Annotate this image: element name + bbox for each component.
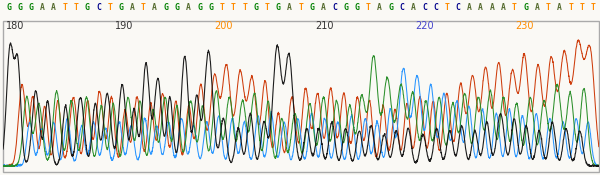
Text: C: C bbox=[433, 3, 438, 12]
Text: G: G bbox=[355, 3, 359, 12]
Text: G: G bbox=[119, 3, 124, 12]
Text: C: C bbox=[332, 3, 337, 12]
Text: 220: 220 bbox=[415, 21, 434, 31]
Text: A: A bbox=[557, 3, 562, 12]
Text: A: A bbox=[490, 3, 494, 12]
Text: 180: 180 bbox=[6, 21, 25, 31]
Text: A: A bbox=[478, 3, 483, 12]
Text: T: T bbox=[512, 3, 517, 12]
Text: G: G bbox=[6, 3, 11, 12]
Text: A: A bbox=[287, 3, 292, 12]
Text: G: G bbox=[85, 3, 90, 12]
Text: G: G bbox=[310, 3, 314, 12]
Text: A: A bbox=[130, 3, 135, 12]
Text: A: A bbox=[186, 3, 191, 12]
Text: C: C bbox=[456, 3, 461, 12]
Text: T: T bbox=[220, 3, 224, 12]
Text: A: A bbox=[377, 3, 382, 12]
Text: 230: 230 bbox=[515, 21, 534, 31]
Text: T: T bbox=[107, 3, 112, 12]
Text: G: G bbox=[29, 3, 34, 12]
Text: G: G bbox=[276, 3, 281, 12]
Text: A: A bbox=[411, 3, 416, 12]
Text: 210: 210 bbox=[315, 21, 334, 31]
Text: T: T bbox=[445, 3, 449, 12]
Text: T: T bbox=[74, 3, 79, 12]
Text: G: G bbox=[164, 3, 169, 12]
Text: C: C bbox=[96, 3, 101, 12]
Text: G: G bbox=[523, 3, 528, 12]
Text: A: A bbox=[535, 3, 539, 12]
Text: G: G bbox=[197, 3, 202, 12]
Text: G: G bbox=[175, 3, 179, 12]
Text: T: T bbox=[242, 3, 247, 12]
Text: T: T bbox=[568, 3, 573, 12]
Text: G: G bbox=[388, 3, 393, 12]
Text: A: A bbox=[51, 3, 56, 12]
Text: A: A bbox=[321, 3, 326, 12]
Text: G: G bbox=[209, 3, 214, 12]
Text: 200: 200 bbox=[215, 21, 233, 31]
Text: T: T bbox=[231, 3, 236, 12]
Text: C: C bbox=[400, 3, 404, 12]
Text: G: G bbox=[17, 3, 22, 12]
Text: C: C bbox=[422, 3, 427, 12]
Text: T: T bbox=[580, 3, 584, 12]
Text: G: G bbox=[253, 3, 259, 12]
Text: G: G bbox=[343, 3, 349, 12]
Text: A: A bbox=[501, 3, 506, 12]
Text: T: T bbox=[591, 3, 596, 12]
Text: T: T bbox=[62, 3, 67, 12]
Text: T: T bbox=[141, 3, 146, 12]
Text: T: T bbox=[366, 3, 371, 12]
Text: T: T bbox=[265, 3, 269, 12]
Text: A: A bbox=[40, 3, 45, 12]
Text: A: A bbox=[152, 3, 157, 12]
Text: 190: 190 bbox=[115, 21, 133, 31]
Text: T: T bbox=[546, 3, 551, 12]
Text: T: T bbox=[298, 3, 304, 12]
Text: A: A bbox=[467, 3, 472, 12]
